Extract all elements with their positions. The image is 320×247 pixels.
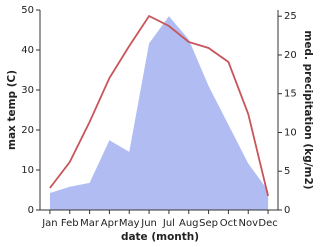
y-tick-label: 10 <box>21 165 34 176</box>
y-tick-label: 50 <box>21 5 34 16</box>
x-tick-label: Oct <box>220 218 237 229</box>
x-tick-label: Mar <box>80 218 100 229</box>
y-axis-label: max temp (C) <box>6 70 18 150</box>
x-tick-label: Feb <box>61 218 79 229</box>
x-tick-label: Jan <box>41 218 57 229</box>
x-tick-label: Dec <box>258 218 277 229</box>
x-tick-label: Nov <box>238 218 258 229</box>
y2-tick-label: 10 <box>284 127 297 138</box>
y-tick-label: 40 <box>21 45 34 56</box>
x-tick-label: May <box>119 218 140 229</box>
y-tick-label: 0 <box>28 205 34 216</box>
y-tick-label: 30 <box>21 85 34 96</box>
y2-tick-label: 0 <box>284 205 290 216</box>
y2-axis-label: med. precipitation (kg/m2) <box>302 30 314 189</box>
y2-tick-label: 5 <box>284 166 290 177</box>
x-tick-label: Jun <box>140 218 157 229</box>
y2-tick-label: 25 <box>284 11 297 22</box>
precipitation-area <box>49 16 269 210</box>
x-tick-label: Apr <box>101 218 119 229</box>
x-tick-label: Sep <box>199 218 218 229</box>
temperature-line <box>49 14 269 197</box>
y-tick-label: 20 <box>21 125 34 136</box>
x-tick-label: Jul <box>162 218 175 229</box>
x-axis-label: date (month) <box>121 231 199 243</box>
x-tick-label: Aug <box>179 218 199 229</box>
y2-tick-label: 20 <box>284 50 297 61</box>
y2-tick-label: 15 <box>284 89 297 100</box>
